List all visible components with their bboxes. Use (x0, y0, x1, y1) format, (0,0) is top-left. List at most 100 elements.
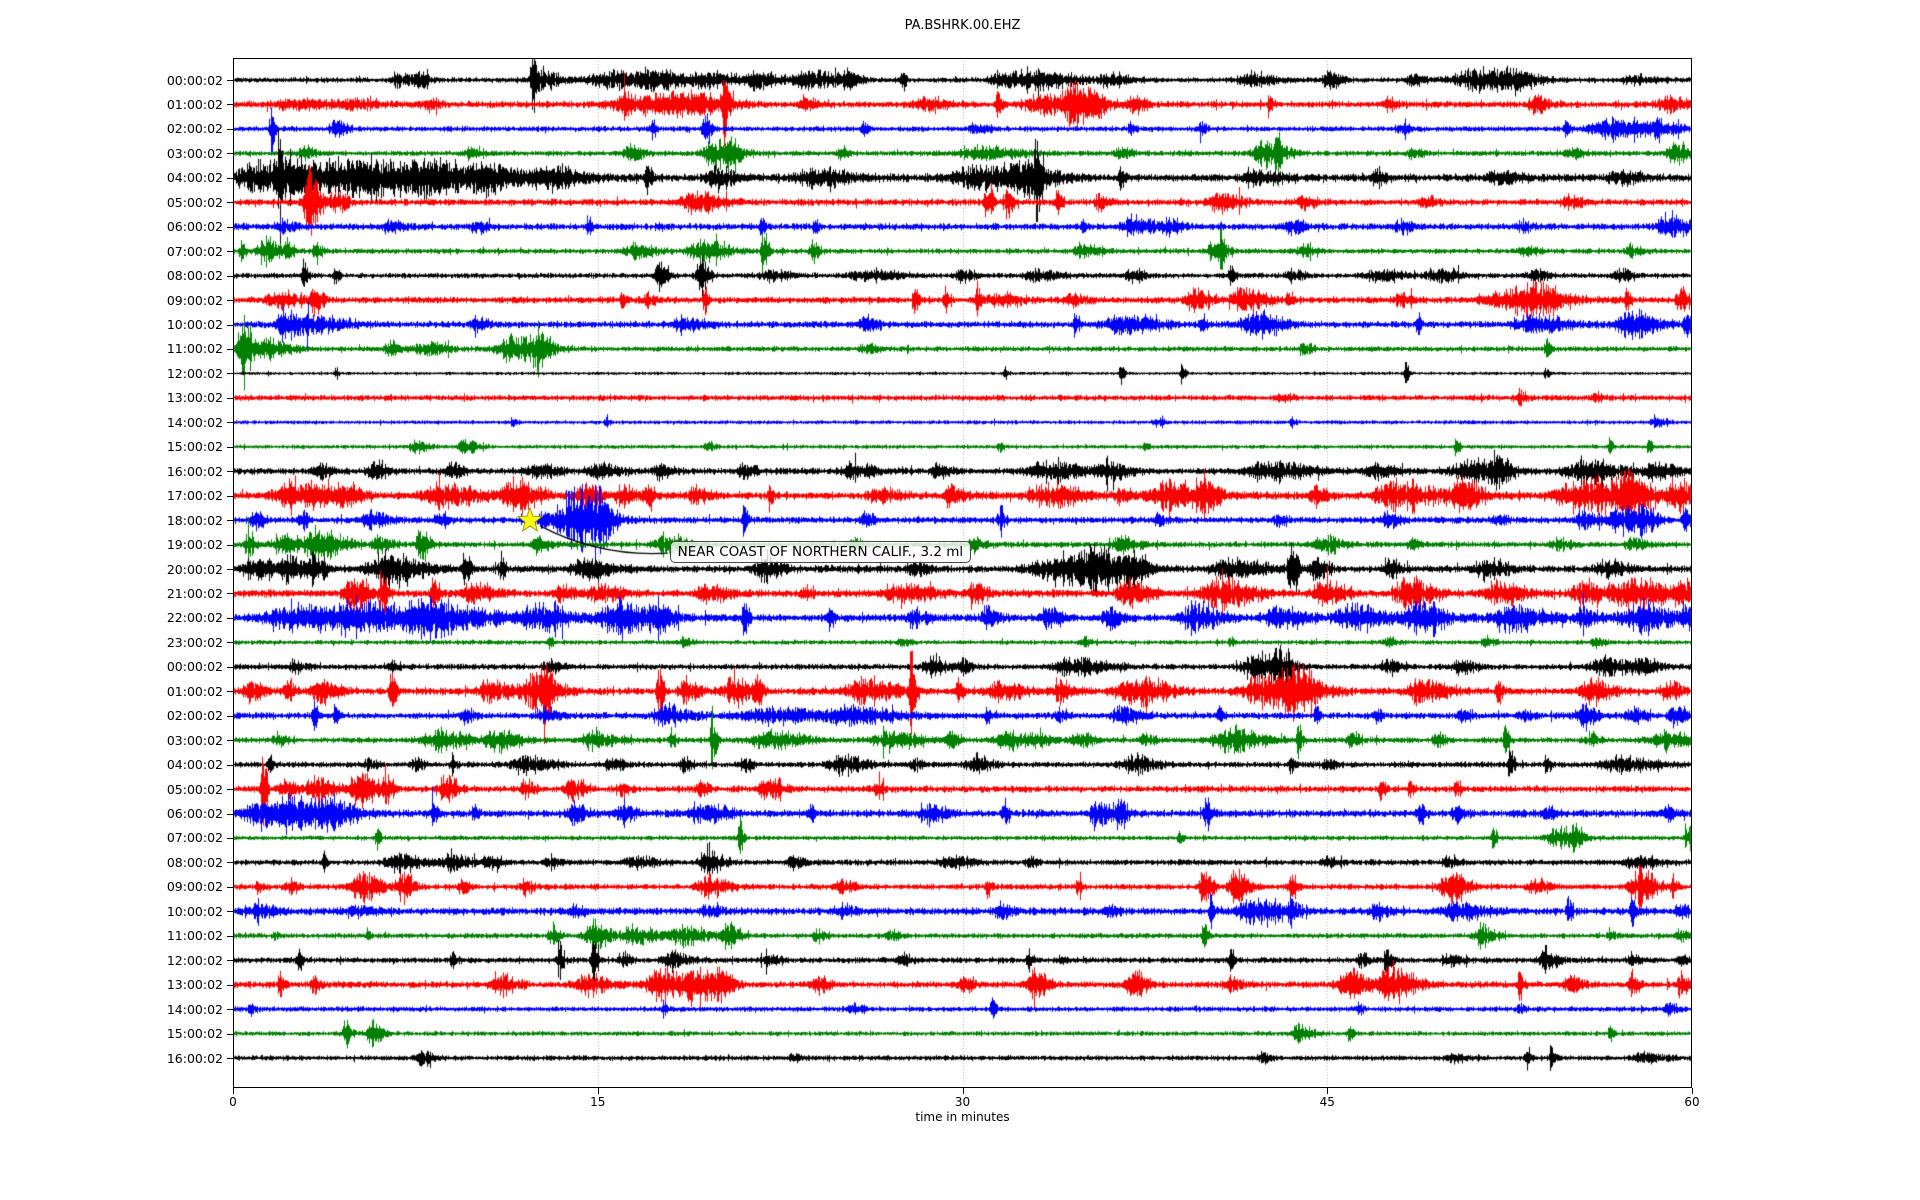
y-tick-mark (227, 348, 233, 350)
y-tick-label: 13:00:02 (166, 390, 223, 406)
y-tick-mark (227, 300, 233, 302)
y-tick-label: 06:00:02 (166, 806, 223, 821)
y-tick-label: 17:00:02 (166, 488, 223, 504)
y-tick-mark (227, 373, 233, 375)
y-tick-mark (227, 446, 233, 448)
y-tick-mark (227, 837, 233, 839)
y-tick-mark (227, 544, 233, 546)
y-tick-label: 18:00:02 (166, 512, 223, 528)
y-tick-label: 10:00:02 (166, 317, 223, 332)
y-tick-label: 07:00:02 (166, 243, 223, 259)
y-tick-mark (227, 324, 233, 326)
y-tick-label: 14:00:02 (166, 1001, 223, 1017)
y-tick-label: 04:00:02 (166, 170, 223, 186)
y-tick-label: 09:00:02 (166, 879, 223, 895)
y-tick-mark (227, 1058, 233, 1059)
y-tick-mark (227, 397, 233, 399)
x-tick-mark (597, 1088, 599, 1094)
x-tick-label: 60 (1684, 1095, 1700, 1109)
y-tick-mark (227, 764, 233, 766)
y-tick-mark (227, 740, 233, 742)
y-tick-mark (227, 984, 233, 986)
y-tick-label: 05:00:02 (166, 781, 223, 797)
y-tick-mark (227, 691, 233, 693)
y-tick-mark (227, 202, 233, 204)
y-tick-mark (227, 128, 233, 130)
y-tick-label: 20:00:02 (166, 561, 223, 577)
x-tick-label: 0 (229, 1095, 237, 1109)
y-tick-mark (227, 177, 233, 179)
y-tick-mark (227, 593, 233, 595)
y-tick-label: 00:00:02 (166, 659, 223, 675)
y-tick-label: 07:00:02 (166, 830, 223, 846)
y-tick-label: 19:00:02 (166, 537, 223, 553)
plot-frame (233, 58, 1692, 1088)
y-tick-label: 14:00:02 (166, 414, 223, 430)
y-tick-mark (227, 471, 233, 473)
y-tick-mark (227, 495, 233, 497)
y-tick-label: 02:00:02 (166, 121, 223, 137)
y-tick-mark (227, 715, 233, 717)
y-tick-label: 11:00:02 (166, 928, 223, 944)
x-tick-label: 15 (590, 1095, 606, 1109)
star-shape (516, 507, 543, 533)
y-tick-mark (227, 789, 233, 791)
y-tick-mark (227, 666, 233, 668)
y-tick-label: 02:00:02 (166, 708, 223, 724)
y-tick-label: 12:00:02 (166, 952, 223, 968)
y-tick-label: 16:00:02 (166, 463, 223, 479)
y-tick-label: 10:00:02 (166, 903, 223, 919)
x-tick-mark (1327, 1088, 1329, 1094)
y-tick-mark (227, 862, 233, 864)
y-tick-mark (227, 104, 233, 106)
y-tick-label: 23:00:02 (166, 634, 223, 650)
y-tick-label: 05:00:02 (166, 194, 223, 210)
y-tick-label: 03:00:02 (166, 732, 223, 748)
y-tick-label: 12:00:02 (166, 365, 223, 381)
y-tick-mark (227, 911, 233, 913)
x-axis-label: time in minutes (915, 1110, 1010, 1124)
y-tick-label: 09:00:02 (166, 292, 223, 308)
figure-title: PA.BSHRK.00.EHZ (904, 18, 1021, 33)
x-tick-mark (233, 1088, 234, 1094)
y-tick-label: 00:00:02 (166, 72, 223, 88)
y-tick-mark (227, 153, 233, 155)
y-tick-label: 03:00:02 (166, 145, 223, 161)
x-tick-mark (962, 1088, 964, 1094)
y-tick-label: 01:00:02 (166, 683, 223, 699)
x-tick-label: 45 (1319, 1095, 1335, 1109)
y-tick-label: 22:00:02 (166, 610, 223, 626)
y-tick-label: 15:00:02 (166, 439, 223, 455)
y-tick-mark (227, 251, 233, 253)
x-tick-mark (1692, 1088, 1693, 1094)
y-tick-mark (227, 813, 233, 815)
y-tick-mark (227, 960, 233, 962)
y-tick-label: 11:00:02 (166, 341, 223, 357)
x-tick-label: 30 (954, 1095, 971, 1109)
y-tick-mark (227, 1009, 233, 1011)
y-tick-label: 01:00:02 (166, 96, 223, 112)
y-tick-label: 15:00:02 (166, 1026, 223, 1042)
event-star-icon (516, 507, 543, 533)
y-tick-mark (227, 226, 233, 228)
y-tick-mark (227, 886, 233, 888)
y-tick-mark (227, 80, 233, 81)
y-tick-mark (227, 1033, 233, 1035)
y-tick-mark (227, 422, 233, 424)
y-tick-label: 16:00:02 (166, 1050, 223, 1066)
y-tick-label: 06:00:02 (166, 219, 223, 235)
y-tick-label: 13:00:02 (166, 977, 223, 993)
event-annotation: NEAR COAST OF NORTHERN CALIF., 3.2 ml (669, 541, 972, 564)
y-tick-label: 04:00:02 (166, 757, 223, 773)
y-tick-label: 08:00:02 (166, 268, 223, 284)
y-tick-mark (227, 617, 233, 619)
y-tick-mark (227, 569, 233, 570)
y-tick-mark (227, 520, 233, 522)
y-tick-mark (227, 642, 233, 644)
y-tick-label: 08:00:02 (166, 854, 223, 870)
y-tick-mark (227, 275, 233, 277)
y-tick-mark (227, 935, 233, 937)
y-tick-label: 21:00:02 (166, 585, 223, 601)
